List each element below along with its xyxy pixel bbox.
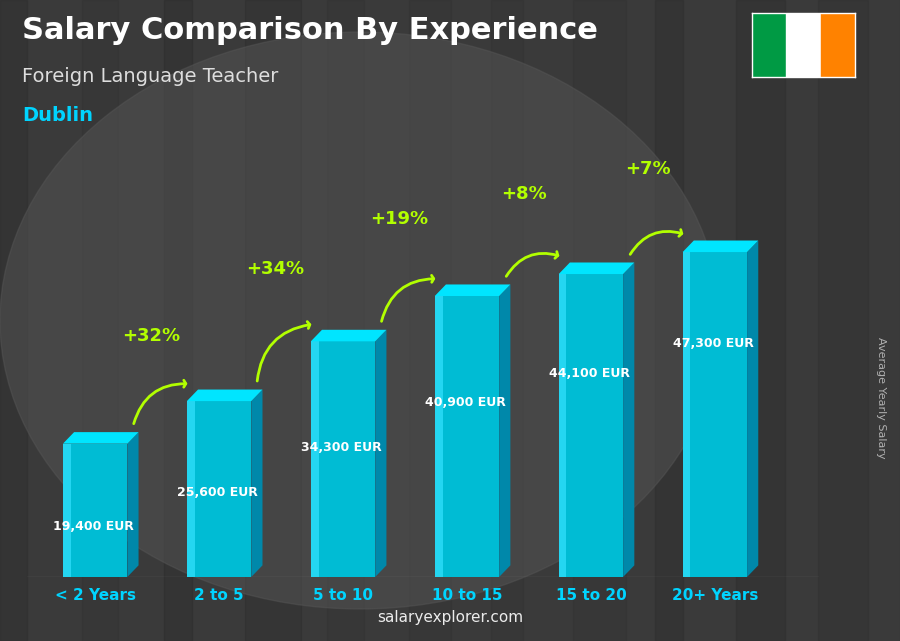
- Bar: [491, 0, 528, 641]
- Polygon shape: [683, 240, 759, 252]
- Polygon shape: [683, 252, 690, 577]
- Polygon shape: [63, 444, 128, 577]
- Bar: [410, 0, 449, 641]
- Bar: [821, 13, 855, 77]
- Polygon shape: [500, 285, 510, 577]
- Text: +19%: +19%: [371, 210, 428, 228]
- Polygon shape: [187, 401, 194, 577]
- Polygon shape: [251, 390, 263, 577]
- Bar: [736, 0, 781, 641]
- Text: 47,300 EUR: 47,300 EUR: [672, 337, 753, 349]
- Polygon shape: [559, 274, 623, 577]
- Text: salaryexplorer.com: salaryexplorer.com: [377, 610, 523, 625]
- Bar: [786, 13, 821, 77]
- Bar: [164, 0, 192, 641]
- Polygon shape: [435, 285, 510, 296]
- Polygon shape: [435, 296, 443, 577]
- Polygon shape: [310, 329, 386, 341]
- Text: +7%: +7%: [625, 160, 670, 178]
- Text: 44,100 EUR: 44,100 EUR: [549, 367, 630, 381]
- Polygon shape: [623, 263, 634, 577]
- Text: 34,300 EUR: 34,300 EUR: [301, 441, 382, 454]
- Polygon shape: [187, 401, 251, 577]
- Text: Foreign Language Teacher: Foreign Language Teacher: [22, 67, 279, 87]
- Text: +32%: +32%: [122, 328, 181, 345]
- Text: 25,600 EUR: 25,600 EUR: [177, 486, 257, 499]
- Polygon shape: [747, 240, 759, 577]
- Text: +8%: +8%: [500, 185, 546, 203]
- Text: 19,400 EUR: 19,400 EUR: [53, 520, 134, 533]
- Polygon shape: [435, 296, 500, 577]
- Text: Average Yearly Salary: Average Yearly Salary: [877, 337, 886, 458]
- Bar: [818, 0, 853, 641]
- Bar: [752, 13, 786, 77]
- Bar: [328, 0, 359, 641]
- Bar: [82, 0, 121, 641]
- Polygon shape: [310, 341, 319, 577]
- Ellipse shape: [0, 32, 720, 609]
- Text: +34%: +34%: [247, 260, 305, 278]
- Text: 40,900 EUR: 40,900 EUR: [425, 396, 506, 409]
- Text: Dublin: Dublin: [22, 106, 94, 125]
- Polygon shape: [63, 432, 139, 444]
- Polygon shape: [63, 444, 71, 577]
- Bar: [654, 0, 682, 641]
- Polygon shape: [683, 252, 747, 577]
- Bar: [0, 0, 53, 641]
- Polygon shape: [559, 263, 634, 274]
- Polygon shape: [128, 432, 139, 577]
- Text: Salary Comparison By Experience: Salary Comparison By Experience: [22, 16, 598, 45]
- Polygon shape: [187, 390, 263, 401]
- Polygon shape: [375, 329, 386, 577]
- Bar: [246, 0, 298, 641]
- Bar: [572, 0, 606, 641]
- Polygon shape: [559, 274, 566, 577]
- Polygon shape: [310, 341, 375, 577]
